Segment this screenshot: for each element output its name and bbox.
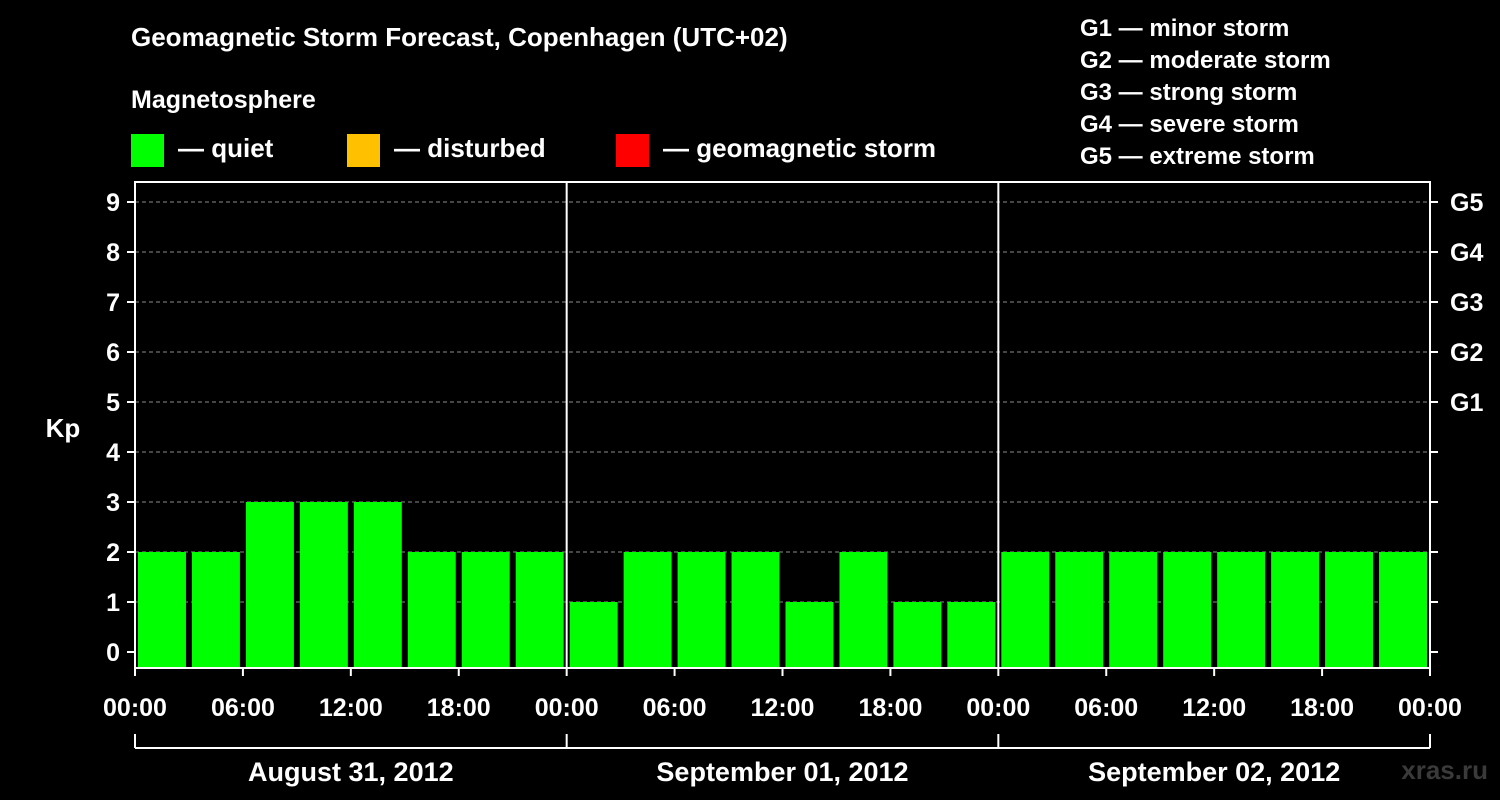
kp-bar <box>191 552 240 668</box>
y-tick-label: 6 <box>106 339 120 367</box>
x-tick-label: 06:00 <box>643 694 707 722</box>
storm-axis-label: G4 <box>1450 239 1483 267</box>
kp-bar <box>1001 552 1050 668</box>
storm-level-g2: G2 — moderate storm <box>1080 47 1331 74</box>
y-tick-label: 0 <box>106 639 120 667</box>
x-tick-label: 00:00 <box>1398 694 1462 722</box>
x-tick-label: 18:00 <box>1290 694 1354 722</box>
kp-bar <box>839 552 888 668</box>
kp-bar <box>677 552 726 668</box>
chart-subtitle: Magnetosphere <box>131 86 316 114</box>
y-tick-label: 1 <box>106 589 120 617</box>
storm-axis-label: G2 <box>1450 339 1483 367</box>
chart-title: Geomagnetic Storm Forecast, Copenhagen (… <box>131 22 788 52</box>
storm-level-g5: G5 — extreme storm <box>1080 143 1315 170</box>
kp-bar <box>353 502 402 668</box>
kp-bar <box>785 602 834 668</box>
kp-bar <box>461 552 510 668</box>
x-tick-label: 12:00 <box>1182 694 1246 722</box>
legend-label-quiet: — quiet <box>178 133 274 163</box>
x-tick-label: 18:00 <box>858 694 922 722</box>
legend-swatch-disturbed <box>347 134 380 167</box>
storm-axis-label: G5 <box>1450 189 1483 217</box>
y-tick-label: 2 <box>106 539 120 567</box>
kp-bar <box>569 602 618 668</box>
legend-label-storm: — geomagnetic storm <box>663 133 937 163</box>
kp-bar <box>731 552 780 668</box>
day-label: August 31, 2012 <box>248 757 454 787</box>
legend-swatch-storm <box>616 134 649 167</box>
x-tick-label: 12:00 <box>319 694 383 722</box>
kp-bar <box>623 552 672 668</box>
kp-bar <box>138 552 186 668</box>
kp-bar <box>1163 552 1212 668</box>
y-tick-label: 4 <box>106 439 120 467</box>
x-tick-label: 06:00 <box>1074 694 1138 722</box>
kp-bar <box>1271 552 1320 668</box>
kp-bar <box>893 602 942 668</box>
y-axis-label: Kp <box>46 413 81 443</box>
storm-axis-label: G3 <box>1450 289 1483 317</box>
y-tick-label: 7 <box>106 289 120 317</box>
y-tick-label: 3 <box>106 489 120 517</box>
day-label: September 01, 2012 <box>656 757 908 787</box>
x-tick-label: 00:00 <box>535 694 599 722</box>
watermark: xras.ru <box>1401 755 1488 785</box>
kp-bar <box>947 602 996 668</box>
storm-axis-label: G1 <box>1450 389 1483 417</box>
kp-bar <box>245 502 294 668</box>
storm-level-legend: G1 — minor storm G2 — moderate storm G3 … <box>1080 13 1331 173</box>
kp-bar <box>1379 552 1427 668</box>
kp-bar <box>1109 552 1158 668</box>
x-tick-label: 18:00 <box>427 694 491 722</box>
legend-swatch-quiet <box>131 134 164 167</box>
kp-bar <box>407 552 456 668</box>
legend-label-disturbed: — disturbed <box>394 133 546 163</box>
kp-bar <box>1217 552 1266 668</box>
storm-level-g3: G3 — strong storm <box>1080 79 1298 106</box>
x-tick-label: 06:00 <box>211 694 275 722</box>
kp-bar <box>1325 552 1374 668</box>
y-tick-label: 8 <box>106 239 120 267</box>
storm-level-g4: G4 — severe storm <box>1080 111 1299 138</box>
x-tick-label: 12:00 <box>751 694 815 722</box>
y-tick-label: 5 <box>106 389 120 417</box>
kp-bar <box>1055 552 1104 668</box>
day-label: September 02, 2012 <box>1088 757 1340 787</box>
y-tick-label: 9 <box>106 189 120 217</box>
kp-bar <box>299 502 348 668</box>
storm-level-g1: G1 — minor storm <box>1080 15 1290 42</box>
kp-bar <box>515 552 564 668</box>
x-tick-label: 00:00 <box>966 694 1030 722</box>
x-tick-label: 00:00 <box>103 694 167 722</box>
